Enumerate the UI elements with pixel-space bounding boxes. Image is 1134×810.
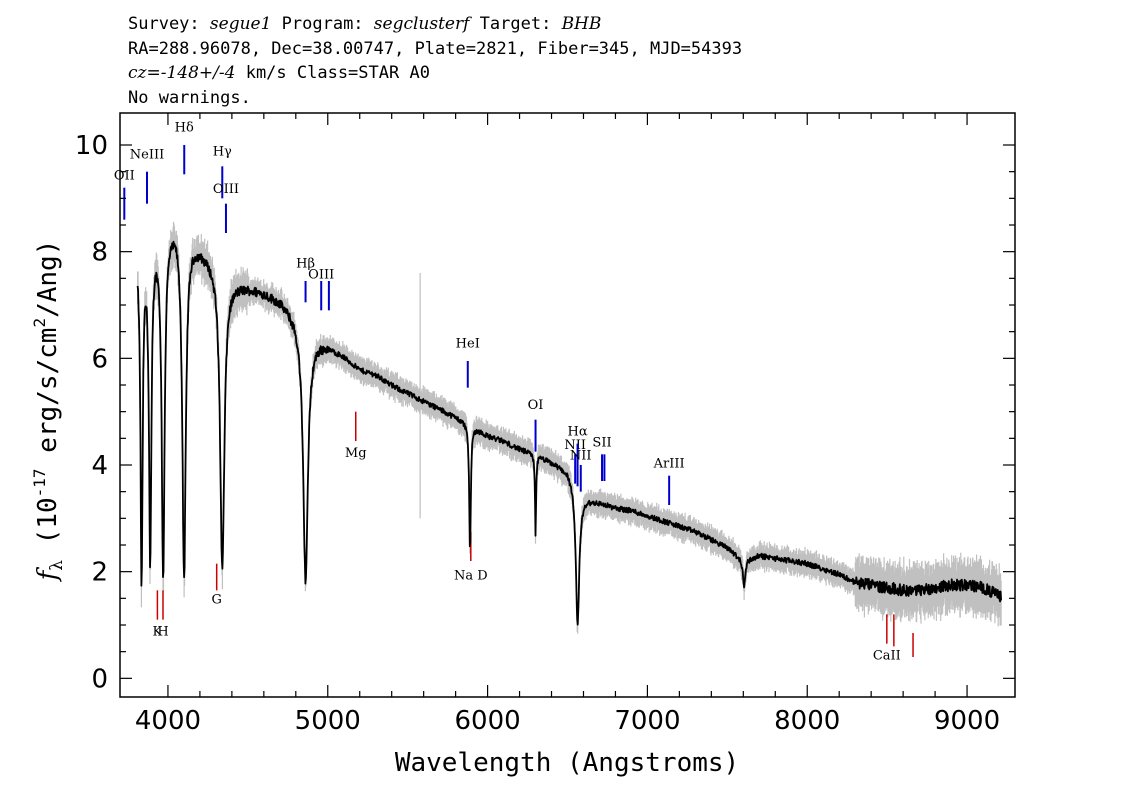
line-marker-label: ArIII xyxy=(653,457,685,472)
line-marker-label: Mg xyxy=(345,446,367,461)
x-tick-label: 4000 xyxy=(135,706,201,736)
line-marker-label: SII xyxy=(592,435,611,450)
survey-label: Survey: xyxy=(128,14,200,34)
x-tick-label: 7000 xyxy=(614,706,680,736)
line-marker-label: Na D xyxy=(454,569,488,584)
line-marker-label: Hα xyxy=(568,425,588,440)
program-value: segclusterf xyxy=(373,14,470,34)
y-tick-label: 8 xyxy=(91,238,108,268)
line-marker-label: NII xyxy=(564,438,586,453)
x-tick-label: 9000 xyxy=(934,706,1000,736)
line-marker-label: H xyxy=(157,625,168,640)
line-marker-label: NeIII xyxy=(130,147,164,162)
x-tick-label: 5000 xyxy=(295,706,361,736)
line-marker-label: Hγ xyxy=(213,145,232,160)
y-tick-label: 2 xyxy=(91,558,108,588)
line-marker-label: OI xyxy=(528,398,544,413)
line-marker-label: OIII xyxy=(213,182,239,197)
line-marker-label: K xyxy=(153,625,163,640)
y-axis-title: fλ (10-17 erg/s/cm2/Ang) xyxy=(30,240,67,583)
line-marker-label: G xyxy=(211,593,221,608)
y-tick-label: 0 xyxy=(91,664,108,694)
warnings-line: No warnings. xyxy=(128,87,251,108)
x-tick-label: 8000 xyxy=(774,706,840,736)
y-tick-label: 10 xyxy=(75,131,108,161)
x-axis-title: Wavelength (Angstroms) xyxy=(395,748,739,778)
flux-series xyxy=(136,240,1002,626)
line-marker-label: OII xyxy=(114,169,135,184)
line-marker-label: HeI xyxy=(456,337,480,352)
plot-frame xyxy=(119,112,1016,698)
line-markers: OIINeIIIHδHγOIIIHβOIIIHeIOINIIHαNIISIIAr… xyxy=(114,121,914,664)
y-tick-label: 6 xyxy=(91,344,108,374)
flux-line xyxy=(136,240,1002,626)
svg-text:fλ (10-17 erg/s/cm2/Ang): fλ (10-17 erg/s/cm2/Ang) xyxy=(30,240,67,583)
target-label: Target: xyxy=(479,14,552,34)
line-marker-label: OIII xyxy=(308,267,334,282)
survey-value: segue1 xyxy=(209,14,272,34)
class-text: km/s Class=STAR A0 xyxy=(235,63,430,83)
coordinates-line: RA=288.96078, Dec=38.00747, Plate=2821, … xyxy=(128,38,743,59)
x-tick-label: 6000 xyxy=(455,706,521,736)
line-marker-label: Hβ xyxy=(296,257,315,272)
line-marker-label: NII xyxy=(570,449,592,464)
axis-ticks: 4000 5000 6000 7000 8000 9000 0 2 4 6 8 10 xyxy=(75,113,1015,736)
spectrum-header: Survey: segue1 Program: segclusterf Targ… xyxy=(128,12,742,110)
cz-value: -148+/-4 xyxy=(160,63,236,83)
line-marker-label: CaII xyxy=(873,649,901,664)
line-marker-label: Hδ xyxy=(175,121,194,136)
cz-label: cz= xyxy=(128,63,161,83)
target-value: BHB xyxy=(561,14,602,34)
y-tick-label: 4 xyxy=(91,451,108,481)
program-label: Program: xyxy=(281,14,364,34)
